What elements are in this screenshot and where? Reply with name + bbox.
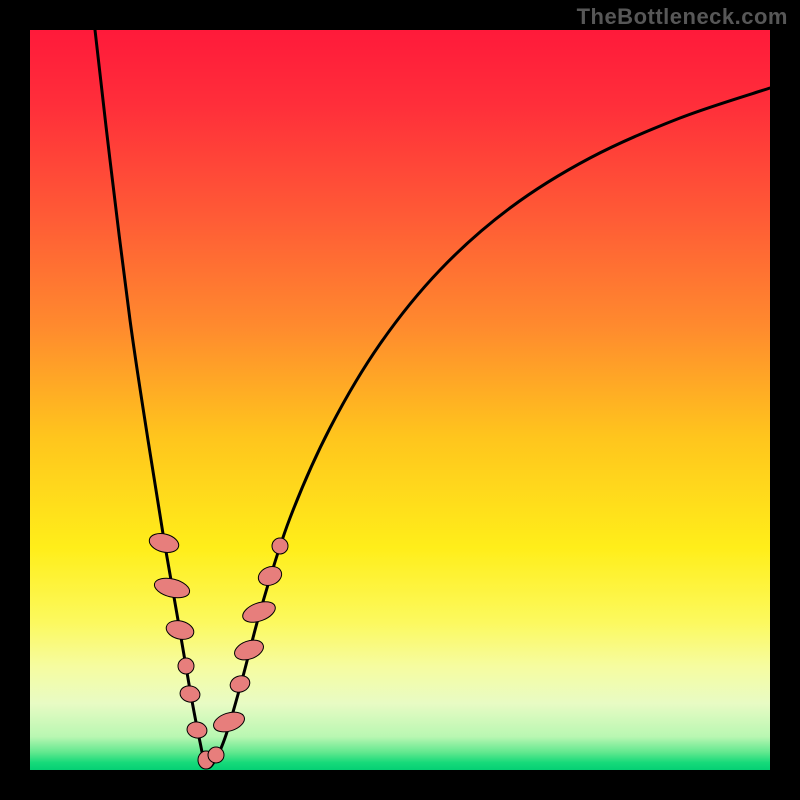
chart-container: TheBottleneck.com	[0, 0, 800, 800]
bottleneck-chart	[0, 0, 800, 800]
curve-marker	[178, 658, 194, 674]
curve-marker	[208, 747, 224, 763]
watermark-text: TheBottleneck.com	[577, 4, 788, 30]
curve-marker	[272, 538, 288, 554]
